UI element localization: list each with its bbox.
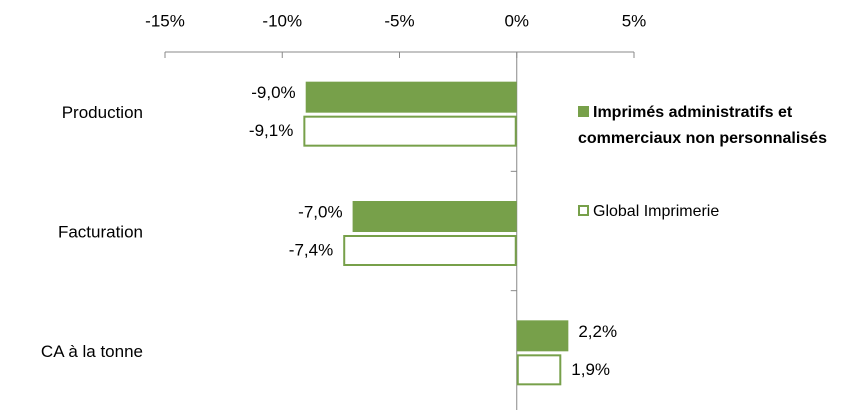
value-label: 1,9% <box>571 360 610 379</box>
legend-label: Imprimés administratifs et commerciaux n… <box>578 104 827 147</box>
x-tick-label: -10% <box>262 11 302 30</box>
y-tick-label: Facturation <box>58 222 143 241</box>
bar <box>516 320 569 352</box>
x-tick-label: -5% <box>384 11 414 30</box>
bar <box>303 115 517 147</box>
y-tick-label: CA à la tonne <box>41 342 143 361</box>
value-label: 2,2% <box>578 322 617 341</box>
legend-label: Global Imprimerie <box>593 203 720 220</box>
value-label: -9,1% <box>249 121 293 140</box>
value-label: -9,0% <box>251 83 295 102</box>
bar <box>343 235 517 266</box>
legend-swatch <box>578 205 589 216</box>
value-label: -7,4% <box>289 240 333 259</box>
legend-item: Imprimés administratifs et commerciaux n… <box>578 100 838 152</box>
bar <box>305 81 517 113</box>
x-tick-label: -15% <box>145 11 185 30</box>
bar <box>352 201 517 232</box>
legend-swatch <box>578 106 589 117</box>
bar <box>516 354 562 386</box>
x-tick-label: 0% <box>504 11 529 30</box>
value-label: -7,0% <box>298 202 342 221</box>
y-tick-label: Production <box>62 103 143 122</box>
legend-item: Global Imprimerie <box>578 199 838 225</box>
x-tick-label: 5% <box>622 11 647 30</box>
